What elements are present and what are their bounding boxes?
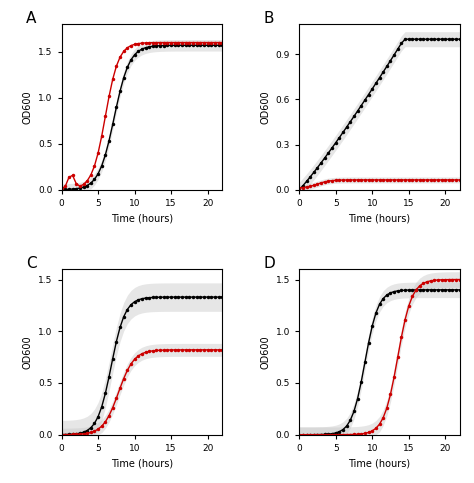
Y-axis label: OD600: OD600 <box>260 335 270 369</box>
X-axis label: Time (hours): Time (hours) <box>111 213 173 223</box>
X-axis label: Time (hours): Time (hours) <box>348 213 410 223</box>
Y-axis label: OD600: OD600 <box>23 90 33 124</box>
Y-axis label: OD600: OD600 <box>260 90 270 124</box>
Y-axis label: OD600: OD600 <box>23 335 33 369</box>
Text: A: A <box>26 11 36 26</box>
X-axis label: Time (hours): Time (hours) <box>111 458 173 469</box>
X-axis label: Time (hours): Time (hours) <box>348 458 410 469</box>
Text: B: B <box>264 11 274 26</box>
Text: D: D <box>264 256 276 271</box>
Text: C: C <box>26 256 37 271</box>
